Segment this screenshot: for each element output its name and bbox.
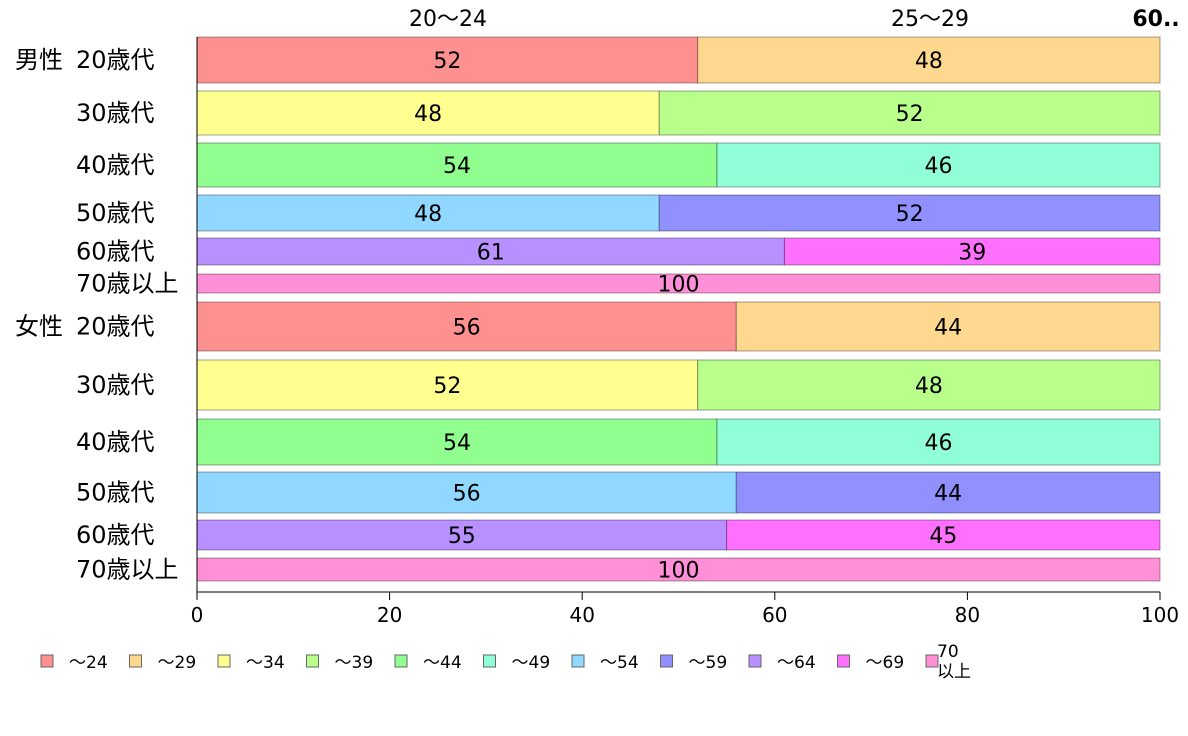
- x-tick-label: 0: [191, 603, 204, 627]
- legend-label: 〜59: [689, 653, 728, 673]
- legend-swatch: [748, 654, 762, 668]
- legend-swatch: [129, 654, 142, 668]
- x-tick-label: 20: [377, 603, 402, 627]
- legend-swatch: [571, 654, 585, 668]
- bar-segment: [196, 359, 699, 411]
- legend-swatch: [837, 654, 850, 668]
- data-label: 48: [414, 202, 442, 227]
- bar-segment: [735, 301, 1161, 352]
- x-tick-label: 40: [569, 603, 594, 627]
- bar-segment: [196, 142, 718, 188]
- legend-swatch: [217, 654, 231, 668]
- data-label: 52: [433, 374, 461, 399]
- data-label: 52: [896, 202, 924, 227]
- legend-label: 70 以上: [937, 642, 971, 682]
- legend-swatch: [306, 654, 319, 668]
- bar-segment: [726, 519, 1161, 551]
- data-label: 46: [925, 154, 953, 179]
- bar-segment: [658, 90, 1161, 136]
- row-label: 60歳代: [76, 521, 155, 549]
- data-label: 61: [477, 241, 505, 266]
- data-label: 55: [448, 524, 476, 549]
- data-label: 48: [915, 374, 943, 399]
- row-label: 60歳代: [76, 238, 155, 266]
- legend-label: 〜49: [512, 653, 551, 673]
- data-label: 46: [925, 431, 953, 456]
- top-right-label: 60..: [1132, 7, 1179, 32]
- data-label: 52: [433, 49, 461, 74]
- bar-segment: [196, 194, 660, 232]
- data-label: 54: [443, 154, 471, 179]
- x-tick-label: 60: [762, 603, 787, 627]
- bar-segment: [697, 359, 1161, 411]
- row-label: 50歳代: [76, 199, 155, 227]
- data-label: 44: [934, 482, 962, 507]
- row-label: 30歳代: [76, 99, 155, 127]
- data-label: 45: [929, 524, 957, 549]
- legend-swatch: [660, 654, 673, 668]
- legend-swatch: [483, 654, 496, 668]
- legend-label: 〜44: [423, 653, 462, 673]
- bar-segment: [735, 471, 1161, 514]
- data-label: 100: [658, 559, 700, 584]
- top-label: 20〜24: [409, 7, 487, 32]
- data-label: 52: [896, 102, 924, 127]
- group-label: 男性: [15, 46, 63, 74]
- data-label: 56: [453, 482, 481, 507]
- bar-segment: [196, 36, 699, 84]
- bar-segment: [196, 418, 718, 466]
- legend-label: 〜29: [158, 653, 197, 673]
- legend-swatch: [394, 654, 408, 668]
- x-tick-label: 100: [1141, 603, 1179, 627]
- row-label: 20歳代: [76, 46, 155, 74]
- row-label: 20歳代: [76, 313, 155, 341]
- data-label: 39: [958, 241, 986, 266]
- data-label: 48: [414, 102, 442, 127]
- legend-label: 〜24: [69, 653, 108, 673]
- row-label: 40歳代: [76, 428, 155, 456]
- data-label: 54: [443, 431, 471, 456]
- legend-label: 〜69: [866, 653, 905, 673]
- x-tick-label: 80: [955, 603, 980, 627]
- bar-segment: [658, 194, 1161, 232]
- legend-label: 〜54: [600, 653, 639, 673]
- top-label: 25〜29: [891, 7, 969, 32]
- bar-segment: [716, 418, 1161, 466]
- data-label: 48: [915, 49, 943, 74]
- bar-segment: [196, 471, 737, 514]
- legend-label: 〜39: [335, 653, 374, 673]
- legend-swatch: [40, 654, 54, 668]
- legend-label: 〜34: [246, 653, 285, 673]
- data-label: 56: [453, 316, 481, 341]
- bar-segment: [196, 301, 737, 352]
- row-label: 50歳代: [76, 479, 155, 507]
- row-label: 40歳代: [76, 151, 155, 179]
- legend-label: 〜64: [777, 653, 816, 673]
- bar-segment: [697, 36, 1161, 84]
- row-label: 30歳代: [76, 371, 155, 399]
- row-label: 70歳以上: [76, 556, 179, 584]
- bar-segment: [783, 237, 1161, 266]
- bar-segment: [196, 90, 660, 136]
- data-label: 44: [934, 316, 962, 341]
- bar-segment: [716, 142, 1161, 188]
- legend-swatch: [925, 654, 939, 668]
- row-label: 70歳以上: [76, 270, 179, 298]
- data-label: 100: [658, 273, 700, 298]
- group-label: 女性: [15, 313, 63, 341]
